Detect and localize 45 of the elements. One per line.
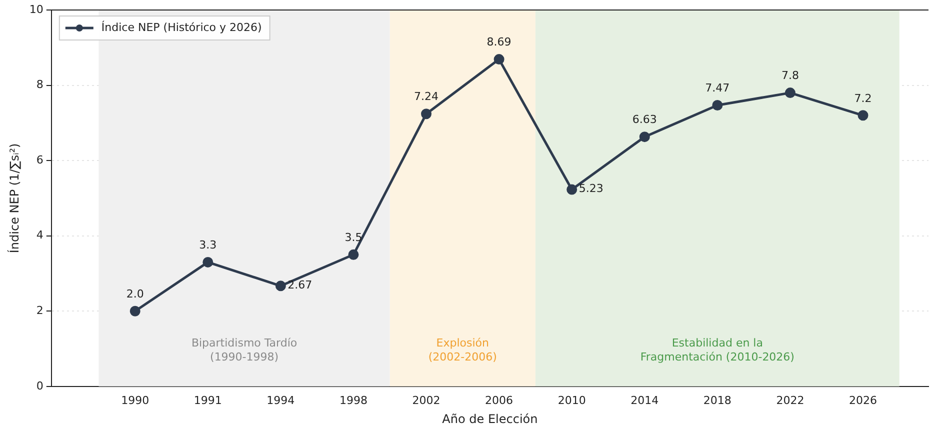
x-axis-title: Año de Elección — [442, 412, 538, 426]
point — [130, 306, 140, 316]
x-tick-label: 1991 — [194, 394, 222, 407]
point — [275, 280, 286, 292]
data-label: 6.63 — [632, 113, 657, 126]
point — [858, 110, 868, 121]
data-label: 2.0 — [126, 287, 144, 300]
x-tick-label: 2014 — [630, 394, 659, 407]
y-tick-label: 8 — [36, 78, 44, 92]
point — [494, 54, 504, 65]
x-tick-label: 1994 — [266, 394, 295, 407]
x-tick-label: 2010 — [558, 394, 586, 407]
x-tick-label: 2018 — [703, 394, 732, 407]
y-axis-title: Índice NEP (1/∑sᵢ²) — [6, 143, 22, 254]
band-label: Bipartidismo Tardío (1990-1998) — [191, 336, 298, 364]
y-tick-label: 2 — [36, 304, 44, 317]
data-label: 3.5 — [344, 231, 362, 244]
band-label: Explosión (2002-2006) — [428, 336, 497, 364]
data-label: 7.2 — [854, 92, 872, 105]
band-label: Estabilidad en la Fragmentación (2010-2026) — [640, 336, 794, 364]
x-tick-label: 1990 — [121, 394, 150, 407]
point — [784, 88, 796, 98]
y-tick-label: 10 — [29, 2, 44, 16]
point — [348, 249, 359, 260]
point — [639, 132, 650, 142]
data-label: 8.69 — [486, 36, 512, 49]
data-label: 7.47 — [705, 82, 730, 95]
data-label: 3.3 — [199, 238, 217, 252]
y-tick-label: 0 — [36, 379, 44, 392]
data-label: 7.8 — [781, 69, 799, 82]
data-label: 7.24 — [414, 90, 439, 104]
y-tick-label: 4 — [36, 228, 44, 242]
x-tick-label: 2006 — [485, 394, 514, 407]
y-tick-label: 6 — [36, 153, 44, 166]
x-tick-label: 2002 — [412, 394, 440, 407]
point — [566, 184, 578, 195]
x-tick-label: 2026 — [848, 394, 877, 407]
x-tick-label: 2022 — [776, 394, 804, 407]
x-tick-label: 1998 — [339, 394, 368, 407]
legend-label: Índice NEP (Histórico y 2026) — [101, 20, 262, 34]
data-label: 5.23 — [578, 182, 604, 195]
data-label: 2.67 — [288, 278, 312, 292]
point — [712, 100, 723, 110]
point — [202, 256, 214, 268]
point — [421, 108, 432, 120]
